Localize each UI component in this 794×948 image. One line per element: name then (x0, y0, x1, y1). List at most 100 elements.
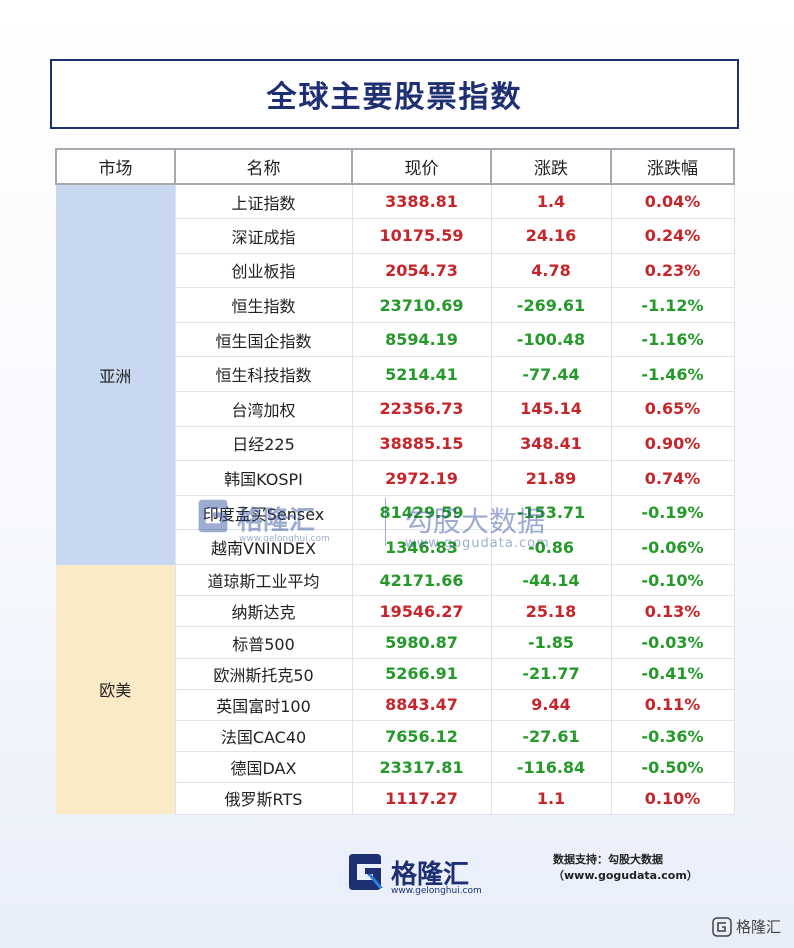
index-name: 道琼斯工业平均 (174, 564, 353, 597)
table-row: 恒生指数 23710.69 -269.61 -1.12% (56, 287, 735, 323)
index-change: 4.78 (490, 252, 612, 289)
index-change-pct: -1.16% (610, 321, 735, 358)
index-name: 德国DAX (174, 751, 353, 784)
index-change-pct: 0.13% (610, 595, 735, 628)
index-price: 7656.12 (351, 719, 492, 753)
index-name: 纳斯达克 (174, 595, 353, 628)
index-name: 欧洲斯托克50 (174, 657, 353, 690)
index-change: 1.1 (490, 782, 612, 815)
index-change: -100.48 (490, 321, 612, 358)
index-price: 23317.81 (351, 751, 492, 784)
footer-logo: 格隆汇 www.gelonghui.com (345, 850, 485, 900)
table-row: 韩国KOSPI 2972.19 21.89 0.74% (56, 460, 735, 496)
index-price: 5266.91 (351, 657, 492, 690)
index-price: 2054.73 (351, 252, 492, 289)
header-market: 市场 (55, 148, 176, 185)
index-price: 3388.81 (351, 183, 492, 220)
index-change-pct: -1.46% (610, 356, 735, 393)
index-change-pct: -0.03% (610, 626, 735, 659)
index-change: 348.41 (490, 425, 612, 462)
table-header-row: 市场 名称 现价 涨跌 涨跌幅 (55, 148, 735, 185)
index-change-pct: 0.24% (610, 218, 735, 254)
table-row: 印度孟买Sensex 81429.59 -153.71 -0.19% (56, 494, 735, 531)
index-price: 1117.27 (351, 782, 492, 815)
index-change-pct: 0.10% (610, 782, 735, 815)
table-row: 德国DAX 23317.81 -116.84 -0.50% (56, 751, 735, 784)
gelonghui-logo-icon (349, 854, 383, 890)
index-price: 8594.19 (351, 321, 492, 358)
index-change: -269.61 (490, 287, 612, 323)
header-change-pct: 涨跌幅 (610, 148, 735, 185)
table-row: 越南VNINDEX 1346.83 -0.86 -0.06% (56, 529, 735, 566)
table-row: 深证成指 10175.59 24.16 0.24% (56, 218, 735, 254)
index-name: 印度孟买Sensex (174, 494, 353, 531)
index-name: 创业板指 (174, 252, 353, 289)
index-change: -0.86 (490, 529, 612, 566)
table-row: 俄罗斯RTS 1117.27 1.1 0.10% (56, 782, 735, 815)
region-asia: 亚洲 (56, 184, 175, 565)
corner-watermark: 格隆汇 (712, 916, 781, 937)
index-change: -44.14 (490, 564, 612, 597)
index-name: 英国富时100 (174, 688, 353, 721)
index-change: 25.18 (490, 595, 612, 628)
index-change: -116.84 (490, 751, 612, 784)
index-name: 深证成指 (174, 218, 353, 254)
index-name: 越南VNINDEX (174, 529, 353, 566)
index-name: 恒生国企指数 (174, 321, 353, 358)
index-change-pct: -0.50% (610, 751, 735, 784)
index-name: 标普500 (174, 626, 353, 659)
index-price: 22356.73 (351, 391, 492, 427)
table-row: 标普500 5980.87 -1.85 -0.03% (56, 626, 735, 659)
index-name: 法国CAC40 (174, 719, 353, 753)
index-name: 俄罗斯RTS (174, 782, 353, 815)
index-change: 145.14 (490, 391, 612, 427)
index-change-pct: -0.41% (610, 657, 735, 690)
index-change: -27.61 (490, 719, 612, 753)
index-change-pct: -0.10% (610, 564, 735, 597)
index-change: -77.44 (490, 356, 612, 393)
table-row: 英国富时100 8843.47 9.44 0.11% (56, 688, 735, 721)
index-change-pct: 0.74% (610, 460, 735, 496)
index-table: 市场 名称 现价 涨跌 涨跌幅 亚洲 上证指数 3388.81 1.4 0.04% 深证成… (55, 148, 735, 815)
index-change-pct: 0.23% (610, 252, 735, 289)
index-change: -21.77 (490, 657, 612, 690)
table-row: 恒生国企指数 8594.19 -100.48 -1.16% (56, 321, 735, 358)
index-name: 日经225 (174, 425, 353, 462)
index-price: 8843.47 (351, 688, 492, 721)
index-name: 韩国KOSPI (174, 460, 353, 496)
index-price: 2972.19 (351, 460, 492, 496)
table-row: 法国CAC40 7656.12 -27.61 -0.36% (56, 719, 735, 753)
index-price: 10175.59 (351, 218, 492, 254)
header-price: 现价 (351, 148, 492, 185)
index-change-pct: 0.90% (610, 425, 735, 462)
index-change: 21.89 (490, 460, 612, 496)
footer-site: www.gelonghui.com (391, 886, 482, 896)
table-row: 台湾加权 22356.73 145.14 0.65% (56, 391, 735, 427)
footer-brand: 格隆汇 (391, 860, 470, 890)
index-change-pct: 0.65% (610, 391, 735, 427)
title-banner: 全球主要股票指数 (50, 59, 739, 129)
table-row: 创业板指 2054.73 4.78 0.23% (56, 252, 735, 289)
table-row: 欧美 道琼斯工业平均 42171.66 -44.14 -0.10% (56, 564, 735, 815)
index-price: 5980.87 (351, 626, 492, 659)
index-change-pct: -0.36% (610, 719, 735, 753)
index-price: 5214.41 (351, 356, 492, 393)
index-name: 台湾加权 (174, 391, 353, 427)
data-source-note: 数据支持：勾股大数据（www.gogudata.com） (553, 853, 698, 882)
index-price: 23710.69 (351, 287, 492, 323)
index-price: 19546.27 (351, 595, 492, 628)
corner-brand: 格隆汇 (736, 918, 782, 936)
index-change: -153.71 (490, 494, 612, 531)
index-name: 恒生科技指数 (174, 356, 353, 393)
index-change: 24.16 (490, 218, 612, 254)
index-change: 1.4 (490, 183, 612, 220)
header-change: 涨跌 (490, 148, 612, 185)
index-change-pct: -1.12% (610, 287, 735, 323)
page-title: 全球主要股票指数 (266, 80, 523, 115)
index-price: 81429.59 (351, 494, 492, 531)
index-change-pct: 0.11% (610, 688, 735, 721)
index-change-pct: 0.04% (610, 183, 735, 220)
index-price: 1346.83 (351, 529, 492, 566)
index-change-pct: -0.06% (610, 529, 735, 566)
index-change: -1.85 (490, 626, 612, 659)
